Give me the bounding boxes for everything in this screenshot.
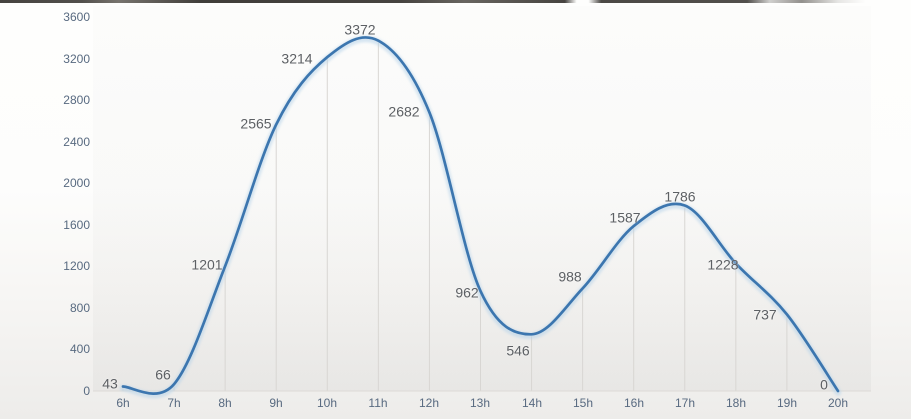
- vertical-droplines: [122, 42, 788, 391]
- y-tick-1200: 1200: [63, 259, 90, 273]
- point-label-7h: 66: [155, 366, 171, 383]
- point-label-15h: 988: [558, 268, 582, 285]
- point-label-12h: 2682: [388, 103, 420, 120]
- point-label-19h: 737: [753, 306, 777, 323]
- x-tick-17h: 17h: [674, 396, 696, 410]
- point-label-9h: 2565: [240, 115, 272, 132]
- point-label-6h: 43: [102, 375, 118, 392]
- cropped-toolbar-strip: [0, 0, 911, 3]
- x-tick-11h: 11h: [368, 396, 388, 410]
- y-tick-2400: 2400: [63, 135, 90, 149]
- point-label-16h: 1587: [609, 209, 641, 226]
- x-tick-6h: 6h: [116, 396, 130, 410]
- x-tick-7h: 7h: [167, 396, 181, 410]
- x-tick-16h: 16h: [623, 396, 645, 410]
- x-tick-10h: 10h: [316, 396, 338, 410]
- x-tick-20h: 20h: [827, 396, 849, 410]
- y-tick-3600: 3600: [63, 10, 90, 24]
- hourly-line-series: [121, 36, 840, 395]
- x-tick-8h: 8h: [218, 396, 232, 410]
- y-tick-1600: 1600: [63, 218, 90, 232]
- y-tick-400: 400: [69, 342, 90, 356]
- point-label-18h: 1228: [707, 256, 739, 273]
- y-tick-0: 0: [83, 384, 90, 398]
- point-label-8h: 1201: [191, 256, 223, 273]
- x-tick-12h: 12h: [418, 396, 440, 410]
- x-tick-13h: 13h: [469, 396, 491, 410]
- x-tick-9h: 9h: [269, 396, 283, 410]
- point-label-13h: 962: [455, 284, 479, 301]
- point-label-10h: 3214: [281, 50, 313, 67]
- x-tick-18h: 18h: [725, 396, 747, 410]
- point-label-14h: 546: [506, 342, 530, 359]
- point-label-17h: 1786: [664, 188, 696, 205]
- y-tick-800: 800: [69, 301, 90, 315]
- x-tick-19h: 19h: [776, 396, 798, 410]
- y-tick-3200: 3200: [63, 52, 90, 66]
- x-tick-15h: 15h: [572, 396, 594, 410]
- y-tick-2800: 2800: [63, 93, 90, 107]
- y-tick-2000: 2000: [63, 176, 90, 190]
- x-tick-14h: 14h: [521, 396, 543, 410]
- plot-area: [93, 6, 871, 391]
- point-label-11h: 3372: [344, 21, 376, 38]
- point-label-20h: 0: [820, 376, 828, 393]
